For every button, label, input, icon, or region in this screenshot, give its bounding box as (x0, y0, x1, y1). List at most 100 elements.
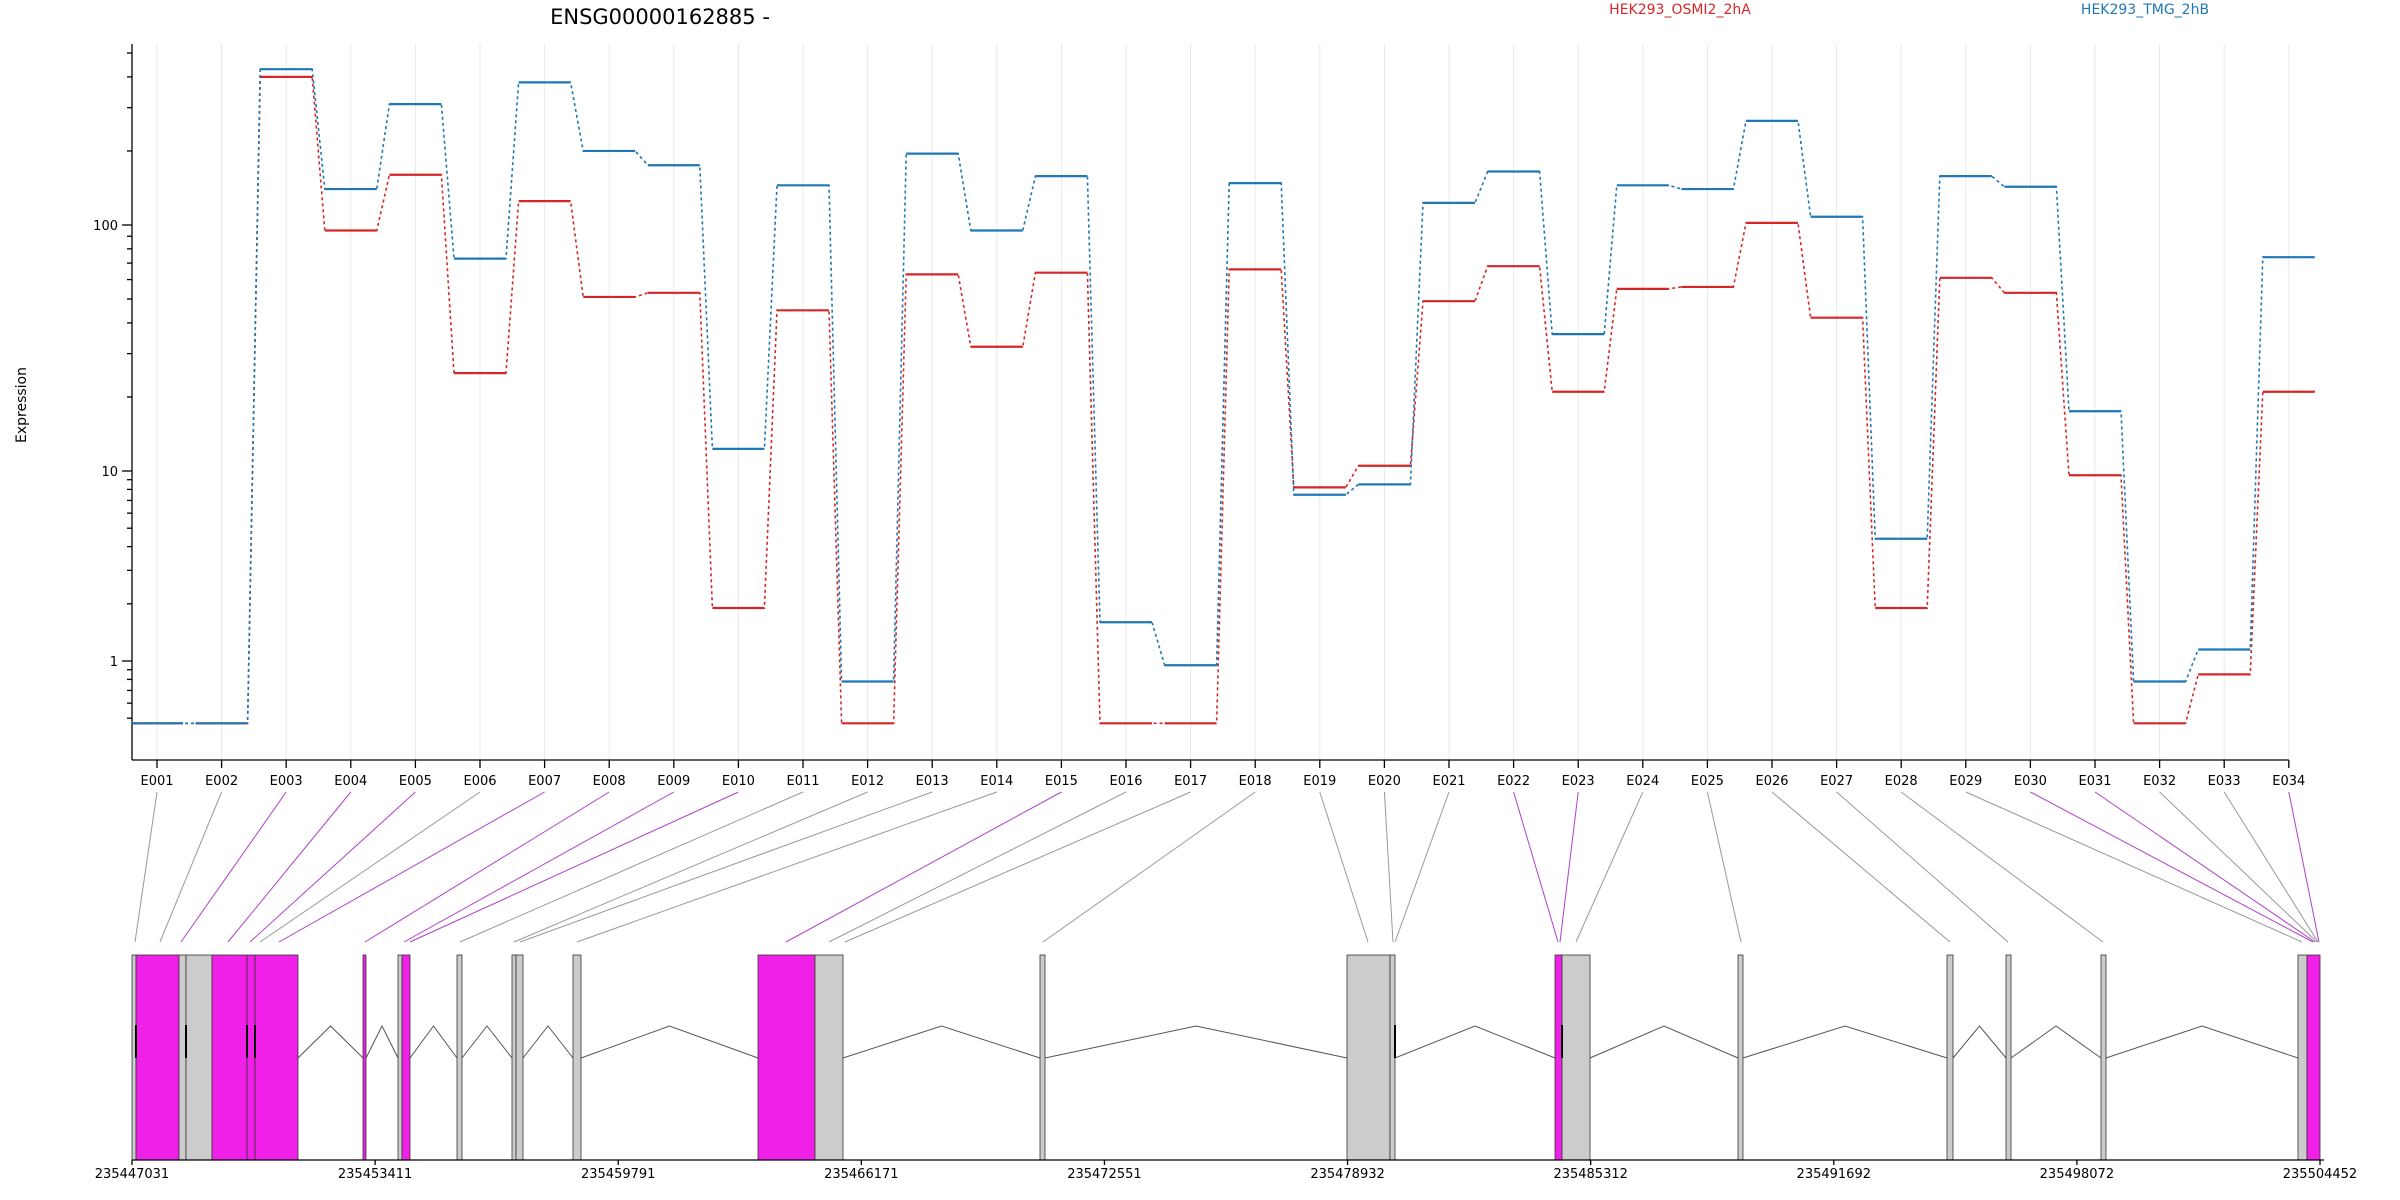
intron-line (1742, 1025, 1948, 1059)
x-tick-label: E032 (2143, 774, 2176, 789)
exon-connector (1513, 791, 1559, 943)
x-tick-label: E026 (1755, 774, 1788, 789)
coord-label: 235478932 (1310, 1167, 1384, 1182)
exon-box (1737, 954, 1744, 1161)
exon-connector (1706, 791, 1742, 943)
exon-connector (364, 791, 610, 943)
exon-box (362, 954, 367, 1161)
exon-box (401, 954, 411, 1161)
x-tick-label: E027 (1820, 774, 1853, 789)
x-tick-label: E021 (1432, 774, 1465, 789)
legend-entry-series-b: HEK293_TMG_2hB (2081, 2, 2209, 18)
exon-box (185, 954, 213, 1161)
exon-box (254, 954, 299, 1161)
exon-box (2100, 954, 2107, 1161)
exon-connector (513, 791, 868, 943)
intron-line (522, 1025, 574, 1059)
intron-line (365, 1024, 399, 1059)
x-tick-labels: E001 E002 E003 E004 E005 E006 E007 E008 E009 E010… (140, 760, 2305, 789)
x-tick-label: E012 (851, 774, 884, 789)
intron-line (1589, 1025, 1739, 1059)
legend-entry-series-a: HEK293_OSMI2_2hA (1609, 2, 1751, 18)
exon-connector (844, 791, 1191, 943)
x-tick-label: E001 (140, 774, 173, 789)
x-tick-label: E034 (2272, 774, 2305, 789)
gene-model (131, 954, 2324, 1161)
exon-box (814, 954, 844, 1161)
x-tick-label: E018 (1239, 774, 1272, 789)
exon-connector (159, 791, 223, 943)
x-tick-label: E033 (2208, 774, 2241, 789)
exon-connector (785, 791, 1062, 943)
series-1 (131, 68, 2315, 725)
x-tick-label: E007 (528, 774, 561, 789)
x-tick-label: E004 (334, 774, 367, 789)
intron-line (461, 1025, 513, 1059)
exon-connector (278, 791, 545, 943)
intron-line (1394, 1025, 1556, 1059)
exon-connector (576, 791, 997, 943)
exon-box (1946, 954, 1954, 1161)
y-tick-label: 10 (101, 465, 118, 480)
x-tick-label: E006 (463, 774, 496, 789)
exon-box (246, 954, 256, 1161)
exon-connector (1042, 791, 1256, 943)
series-lines (131, 68, 2315, 725)
coord-label: 235466171 (824, 1167, 898, 1182)
coord-label: 235504452 (2283, 1167, 2357, 1182)
coord-label: 235447031 (95, 1167, 169, 1182)
exon-connector-lines (134, 791, 2320, 943)
x-tick-label: E017 (1174, 774, 1207, 789)
exon-box (135, 954, 180, 1161)
y-tick-label: 100 (93, 219, 118, 234)
exon-box (1561, 954, 1591, 1161)
genomic-coordinate-labels: 235447031 235453411 235459791 235466171 2354… (95, 1160, 2357, 1182)
x-tick-label: E022 (1497, 774, 1530, 789)
series-connector-line (131, 76, 2315, 725)
x-tick-label: E031 (2078, 774, 2111, 789)
coord-label: 235485312 (1553, 1167, 1627, 1182)
exon-connector (259, 791, 481, 943)
x-tick-label: E020 (1368, 774, 1401, 789)
x-tick-label: E011 (786, 774, 819, 789)
axes: 1 10 100 (93, 44, 2289, 761)
x-tick-label: E030 (2014, 774, 2047, 789)
coord-label: 235472551 (1067, 1167, 1141, 1182)
exon-connector (1319, 791, 1369, 943)
exon-connector (1394, 791, 1450, 943)
intron-line (580, 1025, 759, 1059)
exon-connector (1559, 791, 1579, 943)
coord-label: 235491692 (1797, 1167, 1871, 1182)
intron-line (2010, 1025, 2102, 1059)
exon-connector (2223, 791, 2319, 943)
exon-connector (180, 791, 287, 943)
exon-connector (2159, 791, 2318, 943)
vertical-gridlines (156, 44, 2290, 760)
coord-label: 235453411 (338, 1167, 412, 1182)
intron-line (409, 1025, 458, 1059)
exon-connector (828, 791, 1127, 943)
exon-box (211, 954, 248, 1161)
exon-box (178, 954, 187, 1161)
x-tick-label: E028 (1885, 774, 1918, 789)
intron-line (1952, 1025, 2007, 1059)
x-tick-label: E024 (1626, 774, 1659, 789)
x-tick-label: E019 (1303, 774, 1336, 789)
exon-connector (249, 791, 416, 943)
exon-connector (1965, 791, 2303, 943)
coord-label: 235459791 (581, 1167, 655, 1182)
x-tick-label: E008 (593, 774, 626, 789)
exon-connector (459, 791, 804, 943)
exon-box (456, 954, 463, 1161)
exon-connector (1575, 791, 1644, 943)
exon-connector (519, 791, 933, 943)
exon-box (397, 954, 403, 1161)
exon-box (515, 954, 524, 1161)
exon-box (2306, 954, 2321, 1161)
exon-connector (134, 791, 158, 943)
series-connector-line (131, 68, 2315, 725)
x-tick-label: E009 (657, 774, 690, 789)
x-tick-label: E029 (1949, 774, 1982, 789)
exon-box (757, 954, 816, 1161)
